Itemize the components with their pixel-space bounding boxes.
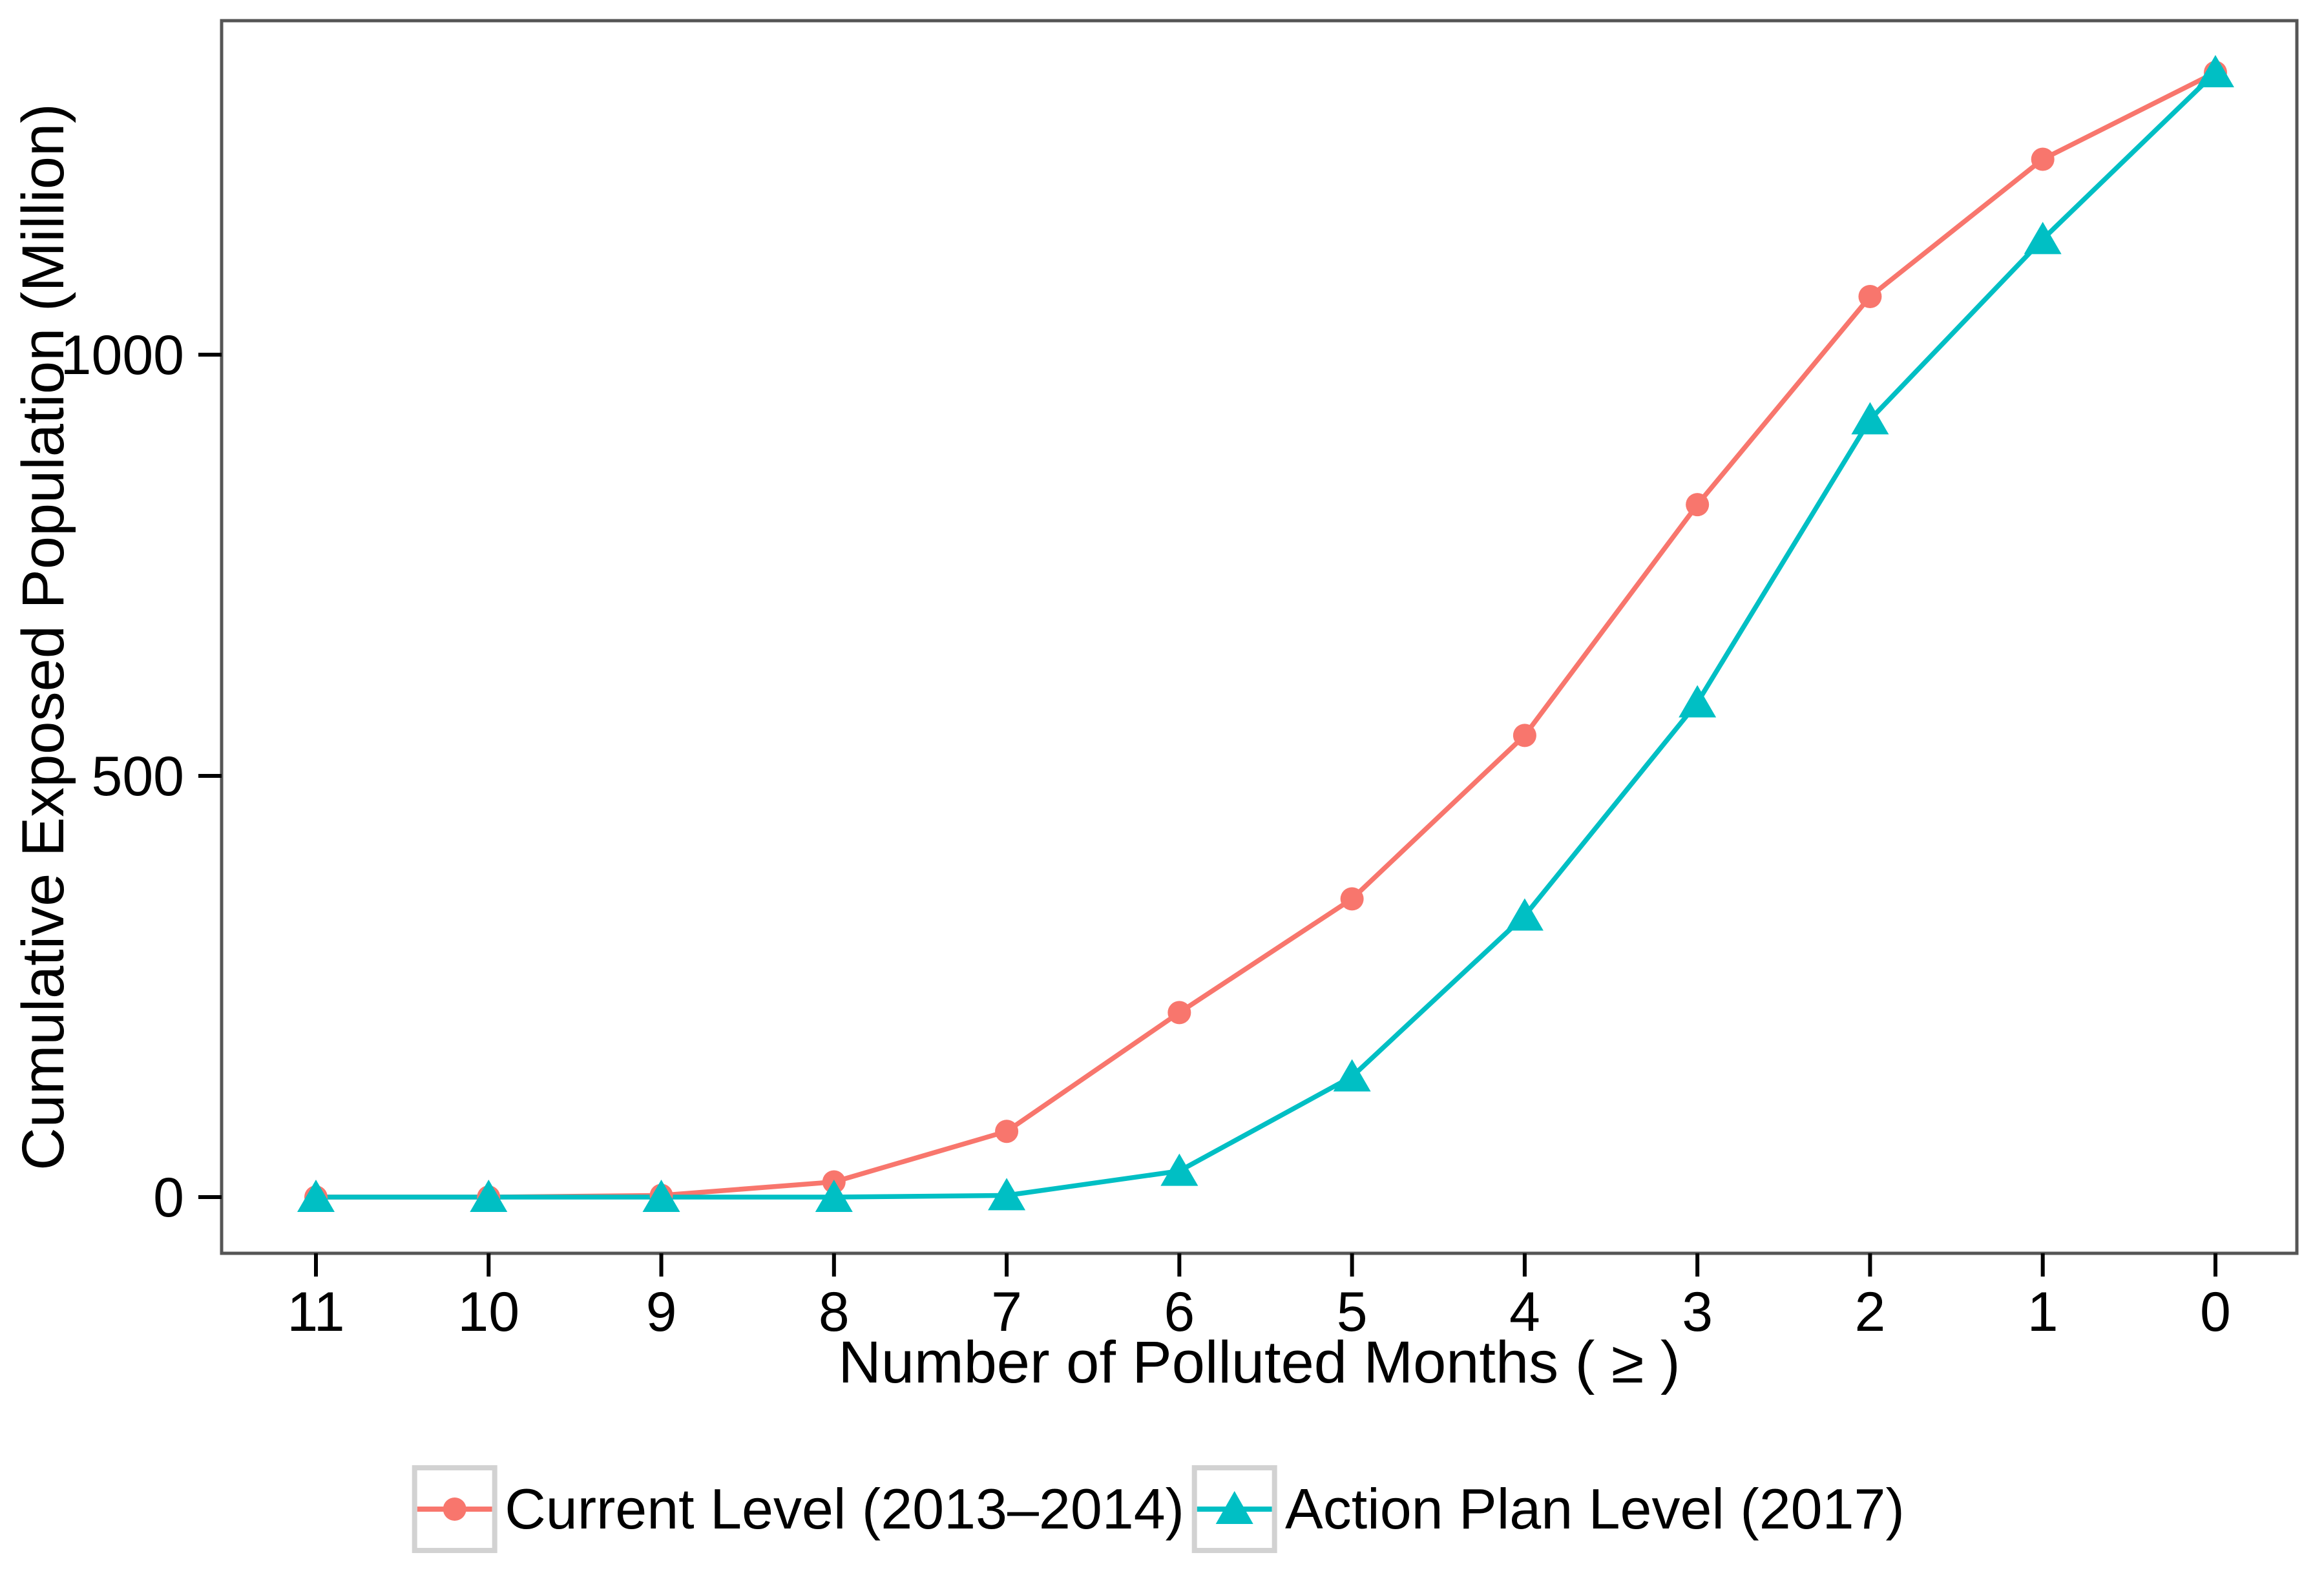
data-point-triangle (1851, 402, 1889, 435)
triangle-marker-icon (1197, 1491, 1272, 1524)
data-point-circle (1858, 285, 1882, 309)
x-tick-label: 3 (1682, 1281, 1713, 1343)
data-point-triangle (988, 1178, 1026, 1211)
data-point-circle (1686, 493, 1710, 517)
data-point-circle (1513, 724, 1536, 747)
plot-panel (220, 19, 2299, 1255)
data-point-triangle (1505, 898, 1544, 931)
data-point-triangle (2024, 222, 2062, 255)
circle-marker-icon (417, 1497, 492, 1521)
data-point-circle (2031, 147, 2055, 171)
series-line-1 (316, 70, 2217, 1200)
data-point-triangle (1679, 685, 1717, 718)
data-point-triangle (815, 1180, 853, 1212)
legend-item-action-plan: Action Plan Level (2017) (1191, 1465, 1912, 1553)
x-tick-label: 11 (287, 1281, 344, 1343)
x-tick-label: 7 (991, 1281, 1022, 1343)
x-tick-label: 10 (457, 1281, 519, 1343)
x-tick-label: 1 (2027, 1281, 2058, 1343)
y-tick-label: 500 (92, 746, 185, 808)
data-point-circle (1340, 887, 1364, 911)
legend-key-current-level (412, 1465, 497, 1553)
data-series (297, 55, 2234, 1212)
data-point-triangle (2196, 55, 2234, 88)
x-tick-label: 9 (646, 1281, 677, 1343)
y-tick-label: 1000 (61, 324, 184, 386)
x-tick-label: 2 (1855, 1281, 1886, 1343)
x-tick-label: 0 (2200, 1281, 2231, 1343)
data-point-circle (995, 1120, 1019, 1143)
legend-label-current-level: Current Level (2013–2014) (505, 1477, 1184, 1541)
x-axis-title: Number of Polluted Months ( ≥ ) (838, 1330, 1680, 1395)
legend: Current Level (2013–2014) Action Plan Le… (412, 1465, 1912, 1553)
data-point-triangle (470, 1180, 508, 1212)
legend-key-action-plan (1191, 1465, 1277, 1553)
legend-item-current-level: Current Level (2013–2014) (412, 1465, 1192, 1553)
x-tick-label: 4 (1509, 1281, 1540, 1343)
legend-label-action-plan: Action Plan Level (2017) (1284, 1477, 1905, 1541)
data-point-circle (1167, 1001, 1191, 1025)
y-axis-title: Cumulative Exposed Population (Million) (10, 103, 76, 1171)
x-tick-label: 5 (1337, 1281, 1368, 1343)
panel-border (220, 19, 2299, 1255)
x-tick-label: 8 (819, 1281, 850, 1343)
data-point-triangle (1160, 1153, 1199, 1186)
x-tick-label: 6 (1164, 1281, 1195, 1343)
data-point-triangle (642, 1180, 680, 1212)
y-tick-label: 0 (153, 1167, 184, 1229)
data-point-triangle (1333, 1059, 1371, 1092)
data-point-triangle (297, 1180, 335, 1212)
